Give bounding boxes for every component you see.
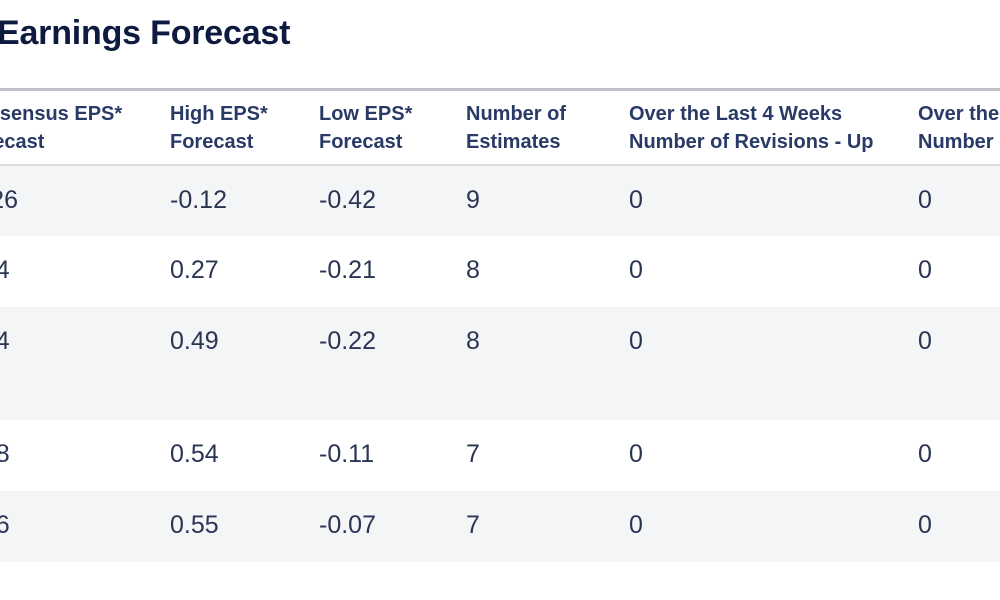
cell-consensus-eps: 0.18 [0,440,10,468]
column-header-number-of-estimates: Number of Estimates [458,90,621,166]
cell-high-eps: 0.54 [170,440,219,468]
cell-revisions-up: 0 [629,186,643,214]
column-header-line: Forecast [170,131,254,153]
cell-consensus-eps: 0.04 [0,256,10,284]
earnings-forecast-table: Consensus EPS* Forecast High EPS* Foreca… [0,88,1000,562]
cell-revisions-up: 0 [629,256,643,284]
table-row: 0.04 0.27 -0.21 8 0 0 [0,236,1000,307]
cell-revisions-down: 0 [918,511,932,539]
column-header-line: Forecast [0,131,45,153]
cell-number-of-estimates: 7 [466,440,480,468]
page-title: Earnings Forecast [0,14,291,52]
table-header: Consensus EPS* Forecast High EPS* Foreca… [0,89,1000,166]
cell-high-eps: -0.12 [170,186,227,214]
header-row: Consensus EPS* Forecast High EPS* Foreca… [0,89,1000,166]
column-header-line: Number of Revisions - Down [918,131,1000,153]
cell-high-eps: 0.27 [170,256,219,284]
column-header-line: Forecast [319,131,403,153]
column-header-revisions-down: Over the Last 4 Weeks Number of Revision… [910,90,1000,166]
cell-consensus-eps: 0.26 [0,511,10,539]
cell-revisions-down: 0 [918,186,932,214]
earnings-table-container: Consensus EPS* Forecast High EPS* Foreca… [0,88,1000,562]
table-row: 0.14 0.49 -0.22 8 0 0 [0,307,1000,420]
column-header-line: Low EPS* [319,103,413,125]
table-row: -0.26 -0.12 -0.42 9 0 0 [0,165,1000,236]
table-row: 0.18 0.54 -0.11 7 0 0 [0,420,1000,491]
table-row: 0.26 0.55 -0.07 7 0 0 [0,491,1000,562]
column-header-line: Number of [466,103,566,125]
cell-number-of-estimates: 8 [466,327,480,355]
column-header-line: Estimates [466,131,561,153]
cell-high-eps: 0.49 [170,327,219,355]
column-header-line: Number of Revisions - Up [629,131,874,153]
column-header-revisions-up: Over the Last 4 Weeks Number of Revision… [621,90,910,166]
column-header-line: High EPS* [170,103,268,125]
column-header-line: Consensus EPS* [0,103,123,125]
cell-low-eps: -0.42 [319,186,376,214]
cell-revisions-up: 0 [629,511,643,539]
column-header-consensus-eps: Consensus EPS* Forecast [0,90,162,166]
column-header-line: Over the Last 4 Weeks [629,103,843,125]
cell-revisions-down: 0 [918,256,932,284]
column-header-high-eps: High EPS* Forecast [162,90,311,166]
cell-revisions-down: 0 [918,440,932,468]
cell-revisions-up: 0 [629,327,643,355]
cell-revisions-up: 0 [629,440,643,468]
column-header-line: Over the Last 4 Weeks [918,103,1000,125]
cell-low-eps: -0.11 [319,440,375,468]
cell-consensus-eps: 0.14 [0,327,10,355]
column-header-low-eps: Low EPS* Forecast [311,90,458,166]
cell-number-of-estimates: 8 [466,256,480,284]
cell-low-eps: -0.21 [319,256,376,284]
cell-number-of-estimates: 9 [466,186,480,214]
table-body: -0.26 -0.12 -0.42 9 0 0 0.04 0.27 -0.21 … [0,165,1000,562]
cell-high-eps: 0.55 [170,511,219,539]
cell-low-eps: -0.22 [319,327,376,355]
cell-low-eps: -0.07 [319,511,376,539]
cell-number-of-estimates: 7 [466,511,480,539]
cell-revisions-down: 0 [918,327,932,355]
cell-consensus-eps: -0.26 [0,186,18,214]
